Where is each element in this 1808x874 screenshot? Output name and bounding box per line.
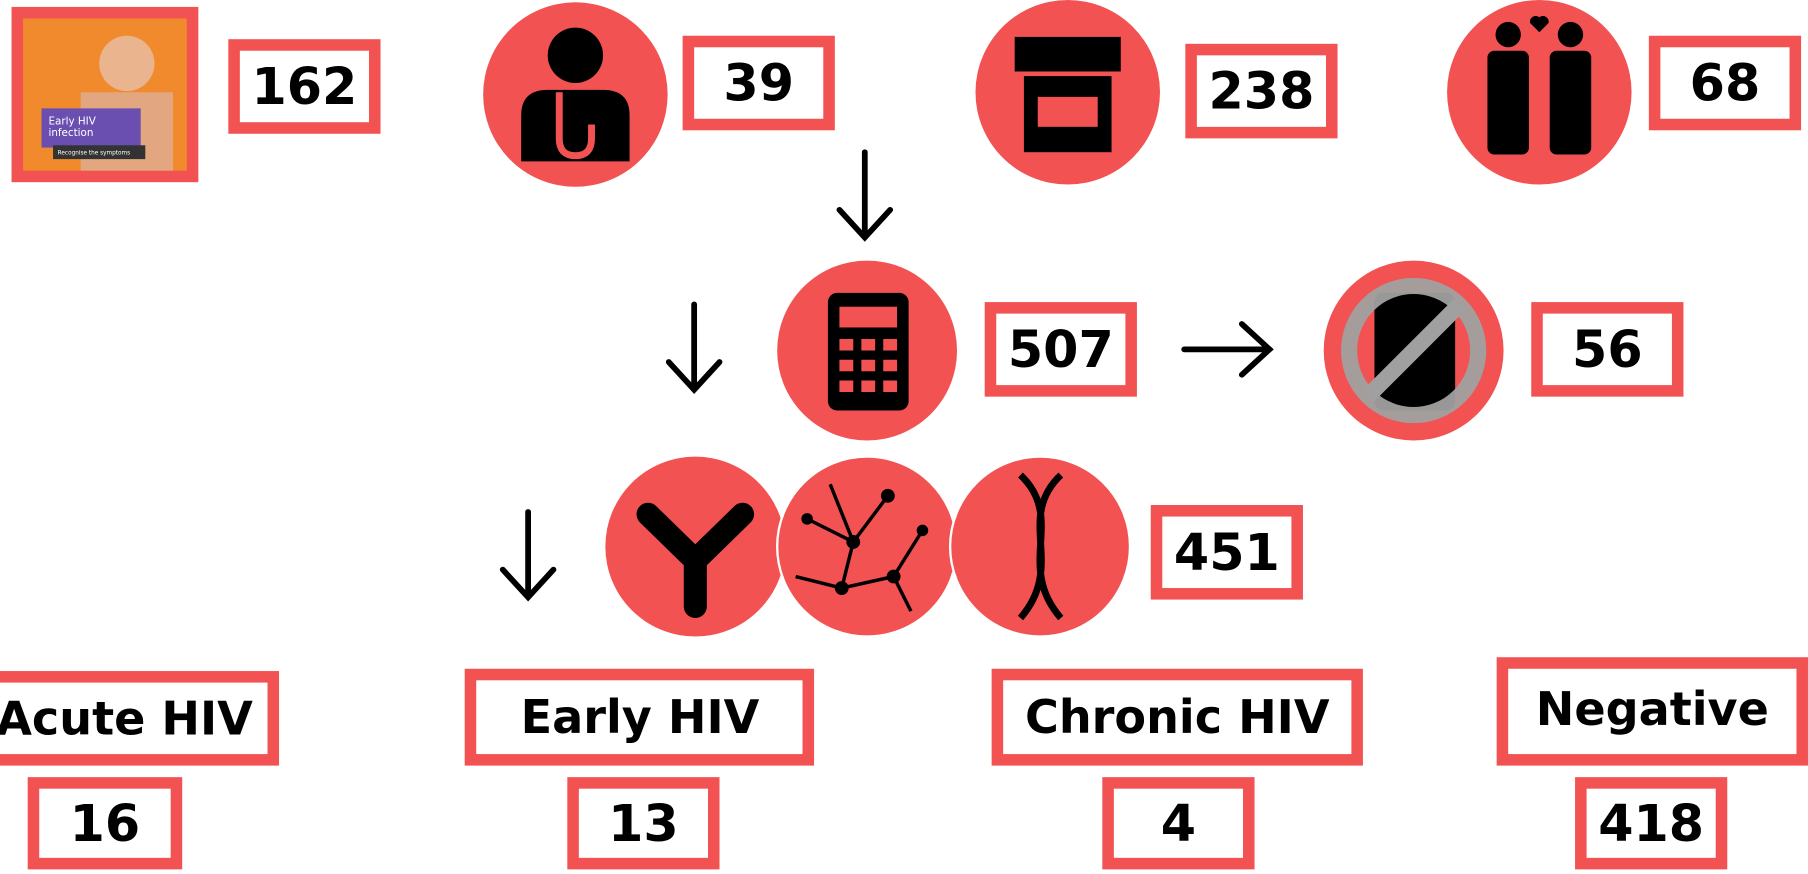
person-body xyxy=(1550,51,1592,155)
outcome-label: Negative xyxy=(1536,682,1769,736)
doctor-head xyxy=(548,28,603,83)
photo-head xyxy=(99,36,154,91)
count: 68 xyxy=(1690,54,1761,113)
arrow-down xyxy=(503,512,554,597)
outcome-label: Acute HIV xyxy=(0,691,253,745)
person-body xyxy=(1487,51,1529,155)
count: 56 xyxy=(1572,320,1643,379)
photo-caption: Recognise the symptoms xyxy=(58,151,131,157)
count: 39 xyxy=(723,54,794,113)
count: 16 xyxy=(70,794,141,853)
count: 4 xyxy=(1161,794,1196,853)
count: 238 xyxy=(1209,62,1315,121)
count: 507 xyxy=(1008,320,1114,379)
person-head xyxy=(1496,22,1521,47)
calculator-keys xyxy=(839,339,897,392)
count: 162 xyxy=(251,57,357,116)
outcome-label: Chronic HIV xyxy=(1025,690,1330,744)
diagram: Early HIVinfection Recognise the symptom… xyxy=(0,0,1808,874)
count: 13 xyxy=(608,794,679,853)
page: Early HIVinfection Recognise the symptom… xyxy=(0,0,1808,874)
calculator-screen xyxy=(839,307,897,328)
person-head xyxy=(1558,22,1583,47)
count: 418 xyxy=(1598,794,1704,853)
outcome-label: Early HIV xyxy=(521,690,760,744)
arrow-right xyxy=(1184,324,1269,375)
network-icon xyxy=(777,457,957,637)
arrow-down xyxy=(839,152,890,237)
pill-cap xyxy=(1015,37,1121,72)
count: 451 xyxy=(1174,523,1280,582)
doctor-body xyxy=(521,90,629,161)
pill-label xyxy=(1038,97,1098,127)
arrow-down xyxy=(669,304,720,389)
